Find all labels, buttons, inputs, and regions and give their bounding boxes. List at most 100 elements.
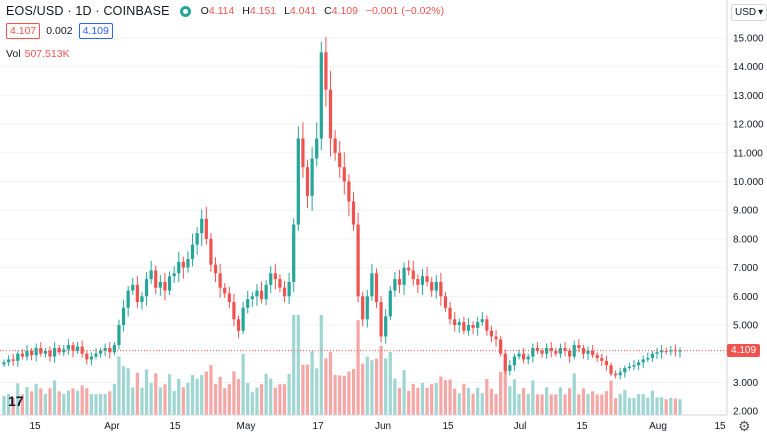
candle-body xyxy=(278,279,282,288)
candle-body xyxy=(80,346,84,354)
candle-body xyxy=(453,319,457,325)
candle-body xyxy=(126,290,130,308)
volume-bar xyxy=(319,315,323,415)
volume-bar xyxy=(328,351,333,415)
candle-body xyxy=(512,356,517,366)
candle-body xyxy=(558,347,563,354)
gear-icon[interactable]: ⚙ xyxy=(738,418,751,434)
candle-body xyxy=(223,287,227,294)
candle-body xyxy=(39,347,43,354)
volume-bar xyxy=(292,315,296,415)
currency-label: USD xyxy=(735,7,757,18)
volume-bar xyxy=(25,387,29,415)
bid-price-button[interactable]: 4.107 xyxy=(6,23,41,39)
candle-body xyxy=(416,279,420,285)
candle-body xyxy=(485,319,489,331)
currency-selector[interactable]: USD ▾ xyxy=(731,4,767,21)
candle-body xyxy=(2,362,6,365)
volume-bars xyxy=(2,315,682,415)
candle-body xyxy=(420,276,425,285)
candle-body xyxy=(121,307,126,325)
price-axis-label: 13.000 xyxy=(733,91,764,102)
candle-body xyxy=(296,138,300,225)
candle-body xyxy=(462,322,466,331)
volume-bar xyxy=(167,374,172,415)
candle-body xyxy=(361,296,365,320)
symbol-header: EOS/USD · 1D · COINBASE O4.114 H4.151 L4… xyxy=(6,4,449,18)
candle-body xyxy=(522,353,526,360)
candle-body xyxy=(11,359,15,361)
candle-body xyxy=(609,365,613,374)
volume-bar xyxy=(236,379,241,415)
symbol-title[interactable]: EOS/USD · 1D · COINBASE xyxy=(6,4,170,18)
volume-bar xyxy=(223,388,227,415)
last-price-label: 4.109 xyxy=(727,344,761,357)
candle-body xyxy=(158,281,162,288)
candle-body xyxy=(85,353,89,360)
candle-body xyxy=(333,138,337,153)
time-axis-label: Jul xyxy=(514,421,527,432)
volume-bar xyxy=(420,382,425,415)
price-axis-label: 6.000 xyxy=(733,292,758,303)
volume-bar xyxy=(673,398,678,415)
volume-bar xyxy=(259,384,264,415)
candle-body xyxy=(94,353,98,357)
volume-bar xyxy=(535,394,540,415)
volume-bar xyxy=(98,394,103,415)
candle-body xyxy=(57,347,61,353)
volume-bar xyxy=(618,394,622,415)
low-value: 4.041 xyxy=(289,5,317,17)
candle-body xyxy=(595,355,599,359)
ask-price-button[interactable]: 4.109 xyxy=(78,23,113,39)
volume-bar xyxy=(177,378,181,415)
volume-bar xyxy=(351,369,356,415)
candle-body xyxy=(471,325,475,328)
high-value: 4.151 xyxy=(249,5,277,17)
candle-body xyxy=(448,307,452,320)
volume-bar xyxy=(250,392,254,415)
candle-body xyxy=(370,273,374,297)
candle-body xyxy=(135,284,139,303)
volume-bar xyxy=(126,368,130,415)
volume-bar xyxy=(154,373,158,415)
candle-body xyxy=(305,167,310,196)
volume-bar xyxy=(402,370,406,415)
candle-body xyxy=(480,319,484,323)
volume-bar xyxy=(305,364,310,415)
volume-bar xyxy=(379,345,383,415)
volume-bar xyxy=(517,394,521,415)
candle-body xyxy=(255,290,259,297)
candle-body xyxy=(508,365,512,371)
price-axis-label: 8.000 xyxy=(733,234,758,245)
volume-bar xyxy=(301,364,305,415)
candle-body xyxy=(659,350,664,353)
candle-body xyxy=(190,244,195,259)
volume-bar xyxy=(489,388,494,415)
open-value: 4.114 xyxy=(208,5,235,17)
volume-bar xyxy=(43,394,47,415)
volume-bar xyxy=(356,320,360,415)
candle-body xyxy=(66,345,70,350)
candle-body xyxy=(664,350,668,352)
volume-bar xyxy=(39,388,43,415)
candle-body xyxy=(75,346,80,351)
candle-body xyxy=(517,353,521,357)
candle-body xyxy=(195,233,199,245)
candle-body xyxy=(549,347,553,351)
candle-body xyxy=(48,350,52,357)
candle-body xyxy=(204,218,208,239)
candle-body xyxy=(149,270,153,280)
volume-bar xyxy=(586,394,590,415)
volume-bar xyxy=(425,387,429,415)
volume-bar xyxy=(558,387,563,415)
tradingview-logo[interactable]: 17 xyxy=(8,393,24,409)
candle-body xyxy=(614,373,618,376)
candle-body xyxy=(374,273,379,303)
candle-body xyxy=(402,267,406,285)
volume-legend: Vol 507.513K xyxy=(6,48,70,60)
volume-bar xyxy=(296,315,300,415)
candle-body xyxy=(526,356,530,360)
candle-body xyxy=(489,330,494,337)
